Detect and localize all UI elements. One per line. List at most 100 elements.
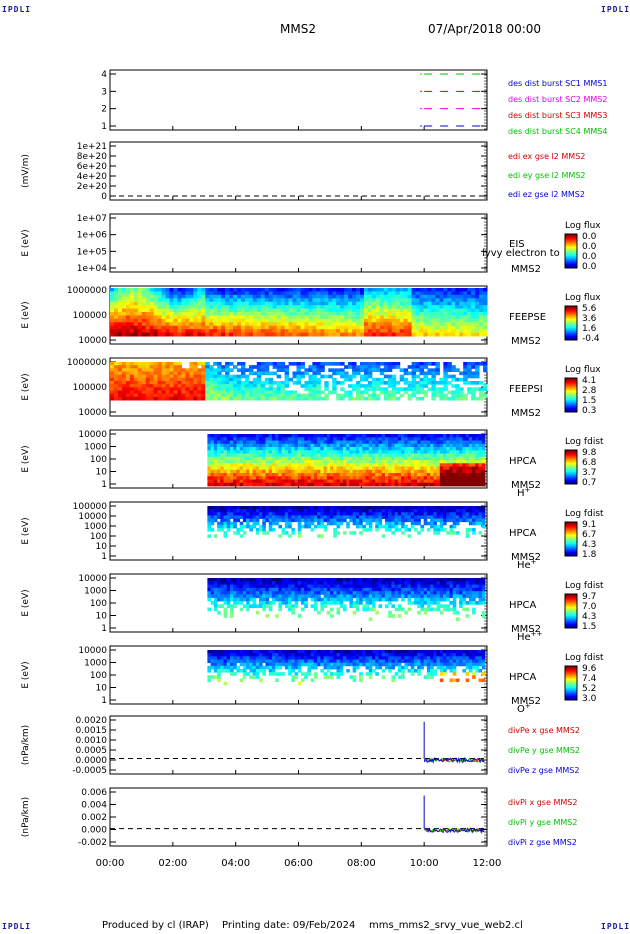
- heatmap-cell: [197, 377, 202, 382]
- heatmap-cell: [367, 298, 373, 303]
- heatmap-cell: [333, 506, 337, 510]
- heatmap-cell: [439, 291, 444, 296]
- heatmap-cell: [420, 524, 425, 529]
- heatmap-cell: [384, 434, 389, 438]
- heatmap-cell: [326, 466, 331, 471]
- heatmap-cell: [169, 291, 174, 296]
- heatmap-cell: [252, 301, 258, 306]
- heatmap-cell: [312, 305, 317, 310]
- heatmap-cell: [326, 515, 331, 519]
- heatmap-cell: [365, 450, 370, 454]
- heatmap-cell: [423, 469, 428, 474]
- heatmap-cell: [463, 312, 468, 316]
- heatmap-cell: [415, 384, 421, 388]
- heatmap-cell: [344, 298, 349, 303]
- heatmap-cell: [149, 374, 155, 379]
- heatmap-cell: [316, 301, 321, 306]
- heatmap-cell: [210, 469, 215, 474]
- heatmap-cell: [459, 437, 463, 441]
- heatmap-cell: [423, 518, 428, 523]
- heatmap-cell: [407, 387, 413, 391]
- heatmap-cell: [468, 456, 473, 461]
- heatmap-cell: [415, 329, 421, 334]
- heatmap-cell: [252, 381, 258, 385]
- heatmap-cell: [110, 374, 115, 379]
- heatmap-cell: [313, 506, 318, 510]
- heatmap-cell: [423, 506, 428, 510]
- heatmap-cell: [415, 322, 421, 327]
- heatmap-cell: [121, 288, 127, 292]
- heatmap-cell: [133, 332, 139, 337]
- heatmap-cell: [260, 305, 266, 310]
- heatmap-cell: [471, 325, 476, 330]
- legend-entry: des dist burst SC3 MMS3: [508, 111, 607, 120]
- heatmap-cell: [379, 291, 385, 296]
- heatmap-cell: [426, 460, 431, 464]
- heatmap-cell: [423, 371, 428, 376]
- heatmap-cell: [165, 381, 171, 385]
- heatmap-cell: [401, 515, 405, 519]
- heatmap-cell: [375, 473, 379, 477]
- heatmap-cell: [265, 437, 270, 441]
- heatmap-cell: [360, 365, 365, 369]
- heatmap-cell: [292, 312, 298, 316]
- heatmap-cell: [449, 453, 454, 458]
- heatmap-cell: [479, 322, 484, 327]
- heatmap-cell: [328, 374, 333, 379]
- colorbar-cell: [565, 245, 577, 247]
- heatmap-cell: [439, 396, 444, 401]
- heatmap-cell: [288, 450, 292, 454]
- heatmap-cell: [189, 377, 194, 382]
- heatmap-cell: [363, 396, 369, 401]
- heatmap-cell: [443, 332, 448, 337]
- heatmap-cell: [336, 524, 341, 529]
- heatmap-cell: [323, 453, 328, 458]
- heatmap-cell: [242, 456, 247, 461]
- heatmap-cell: [387, 312, 393, 316]
- heatmap-cell: [391, 509, 396, 513]
- heatmap-cell: [229, 315, 234, 320]
- heatmap-cell: [292, 393, 298, 398]
- heatmap-cell: [145, 390, 151, 395]
- heatmap-cell: [411, 298, 417, 303]
- colorbar-cell: [565, 397, 577, 399]
- heatmap-cell: [310, 440, 315, 445]
- heatmap-cell: [223, 521, 228, 526]
- heatmap-cell: [110, 291, 115, 296]
- heatmap-cell: [225, 387, 230, 391]
- heatmap-cell: [248, 329, 254, 334]
- heatmap-cell: [262, 469, 266, 474]
- colorbar-frame: [564, 305, 578, 341]
- colorbar-cell: [565, 538, 577, 540]
- heatmap-cell: [481, 463, 486, 467]
- heatmap-cell: [467, 332, 472, 337]
- heatmap-cell: [381, 524, 386, 529]
- heatmap-cell: [145, 396, 151, 401]
- heatmap-cell: [312, 315, 317, 320]
- heatmap-cell: [410, 482, 415, 487]
- heatmap-cell: [455, 521, 460, 526]
- heatmap-cell: [481, 524, 486, 529]
- heatmap-cell: [391, 294, 397, 299]
- heatmap-cell: [381, 534, 386, 538]
- heatmap-cell: [113, 288, 119, 292]
- heatmap-cell: [236, 518, 241, 523]
- heatmap-cell: [391, 437, 396, 441]
- heatmap-cell: [328, 312, 333, 316]
- heatmap-cell: [410, 479, 415, 484]
- heatmap-cell: [388, 506, 392, 510]
- heatmap-cell: [459, 377, 464, 382]
- y-tick-label: 4: [101, 70, 107, 80]
- heatmap-cell: [213, 305, 218, 310]
- heatmap-cell: [207, 453, 212, 458]
- heatmap-cell: [271, 463, 276, 467]
- heatmap-cell: [362, 469, 366, 474]
- heatmap-cell: [483, 315, 488, 320]
- heatmap-cell: [399, 291, 405, 296]
- heatmap-cell: [213, 447, 218, 451]
- heatmap-cell: [248, 371, 254, 376]
- heatmap-cell: [181, 387, 186, 391]
- heatmap-cell: [339, 434, 344, 438]
- heatmap-cell: [316, 298, 321, 303]
- heatmap-cell: [213, 374, 218, 379]
